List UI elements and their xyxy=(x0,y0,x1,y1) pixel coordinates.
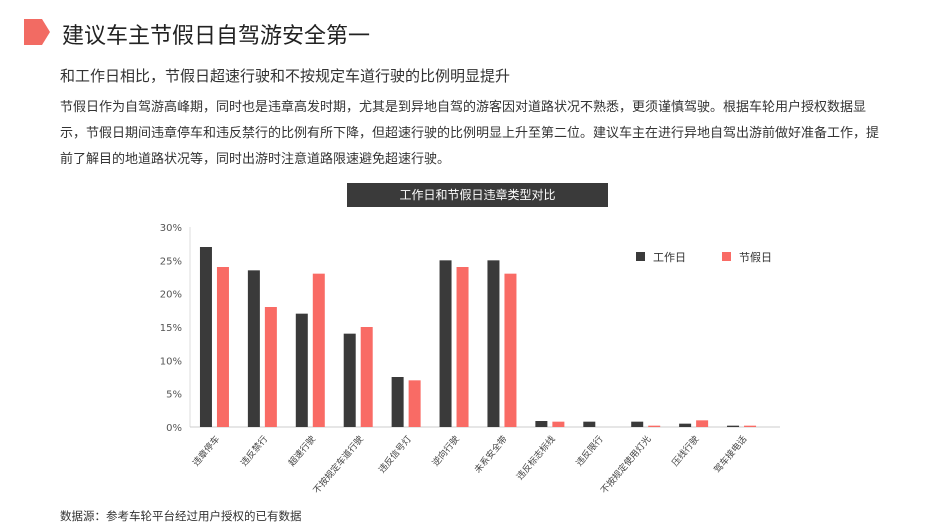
bar-workday xyxy=(487,260,500,427)
legend-label: 节假日 xyxy=(739,250,772,264)
x-tick-label: 逆向行驶 xyxy=(429,433,461,468)
y-tick-label: 25% xyxy=(160,256,182,267)
page-title: 建议车主节假日自驾游安全第一 xyxy=(62,24,371,49)
x-tick-label: 压线行驶 xyxy=(669,433,701,468)
bar-workday xyxy=(679,423,692,427)
subtitle: 和工作日相比，节假日超速行驶和不按规定车道行驶的比例明显提升 xyxy=(60,67,511,85)
bar-holiday xyxy=(456,267,469,427)
x-tick-label: 驾车接电话 xyxy=(711,433,749,475)
x-tick-label: 不按规定车道行驶 xyxy=(311,433,366,496)
chart-title: 工作日和节假日违章类型对比 xyxy=(347,183,608,207)
bar-holiday xyxy=(504,273,517,427)
bar-holiday xyxy=(216,267,229,427)
x-tick-label: 违反限行 xyxy=(573,433,605,468)
x-tick-label: 违反标志标线 xyxy=(514,433,558,482)
y-tick-label: 0% xyxy=(166,423,182,434)
bar-workday xyxy=(583,421,596,427)
x-tick-label: 违反禁行 xyxy=(238,433,270,468)
y-tick-label: 20% xyxy=(160,290,182,301)
bar-workday xyxy=(439,260,452,427)
bar-workday xyxy=(295,313,308,427)
title-accent-arrow xyxy=(24,19,50,45)
y-tick-label: 10% xyxy=(160,356,182,367)
bar-holiday xyxy=(552,421,565,427)
x-tick-label: 超速行驶 xyxy=(286,433,318,468)
x-tick-label: 违反信号灯 xyxy=(376,433,414,475)
y-tick-label: 30% xyxy=(160,223,182,234)
bar-holiday xyxy=(648,425,661,427)
data-source: 数据源：参考车轮平台经过用户授权的已有数据 xyxy=(60,509,302,523)
bar-holiday xyxy=(408,380,421,427)
bar-workday xyxy=(199,247,212,427)
bar-holiday xyxy=(744,425,757,427)
bar-holiday xyxy=(312,273,325,427)
bar-holiday xyxy=(264,307,277,427)
bar-holiday xyxy=(696,420,709,427)
legend-swatch xyxy=(722,252,731,261)
bar-workday xyxy=(343,333,356,427)
bar-workday xyxy=(727,425,740,427)
bar-workday xyxy=(391,377,404,427)
x-tick-label: 未系安全带 xyxy=(472,433,510,475)
legend-label: 工作日 xyxy=(653,251,686,264)
bar-holiday xyxy=(360,327,373,427)
legend-swatch xyxy=(636,252,645,261)
x-tick-label: 不按规定使用灯光 xyxy=(598,433,653,496)
bar-workday xyxy=(631,421,644,427)
bar-workday xyxy=(247,270,260,427)
bar-workday xyxy=(535,421,548,427)
y-tick-label: 5% xyxy=(166,390,182,401)
body-paragraph: 节假日作为自驾游高峰期，同时也是违章高发时期，尤其是到异地自驾的游客因对道路状况… xyxy=(60,100,880,167)
x-tick-label: 违章停车 xyxy=(190,433,222,468)
y-tick-label: 15% xyxy=(160,323,182,334)
